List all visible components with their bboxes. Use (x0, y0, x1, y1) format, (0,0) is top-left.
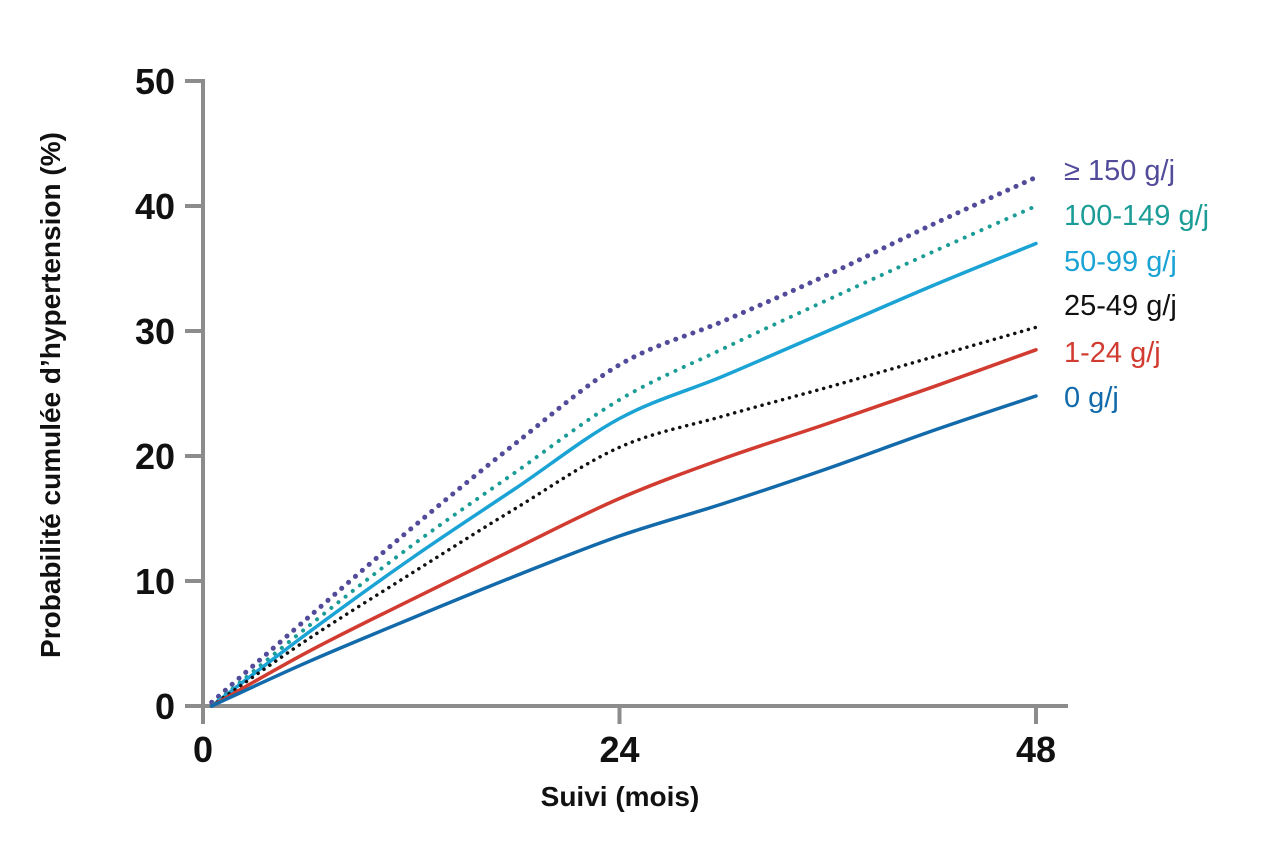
y-tick-label: 30 (135, 311, 175, 352)
y-tick-label: 20 (135, 436, 175, 477)
y-tick-label: 40 (135, 186, 175, 227)
y-tick-label: 50 (135, 61, 175, 102)
legend-label-1: 100-149 g/j (1064, 200, 1209, 232)
y-tick-label: 10 (135, 561, 175, 602)
y-tick-label: 0 (155, 686, 175, 727)
series-lines (209, 174, 1039, 708)
axes (201, 79, 1068, 708)
series-line-5 (209, 394, 1038, 708)
x-tick-label: 24 (599, 729, 639, 770)
legend-label-5: 0 g/j (1064, 382, 1119, 414)
legend-label-2: 50-99 g/j (1064, 246, 1177, 278)
x-tick-label: 0 (193, 729, 213, 770)
y-axis-title: Probabilité cumulée d’hypertension (%) (35, 132, 66, 658)
y-axis-ticks: 0 10 20 30 40 50 (135, 61, 203, 727)
legend: ≥ 150 g/j 100-149 g/j 50-99 g/j 25-49 g/j 1-… (1064, 155, 1209, 414)
legend-label-4: 1-24 g/j (1064, 337, 1161, 369)
series-line-3 (209, 325, 1038, 708)
series-line-4 (209, 348, 1038, 708)
x-axis-ticks: 0 24 48 (193, 706, 1056, 770)
x-axis-title: Suivi (mois) (541, 781, 700, 812)
series-line-0 (209, 174, 1039, 705)
series-line-1 (209, 204, 1038, 708)
legend-label-0: ≥ 150 g/j (1064, 155, 1175, 187)
x-tick-label: 48 (1016, 729, 1056, 770)
series-line-2 (209, 241, 1038, 708)
legend-label-3: 25-49 g/j (1064, 290, 1177, 322)
